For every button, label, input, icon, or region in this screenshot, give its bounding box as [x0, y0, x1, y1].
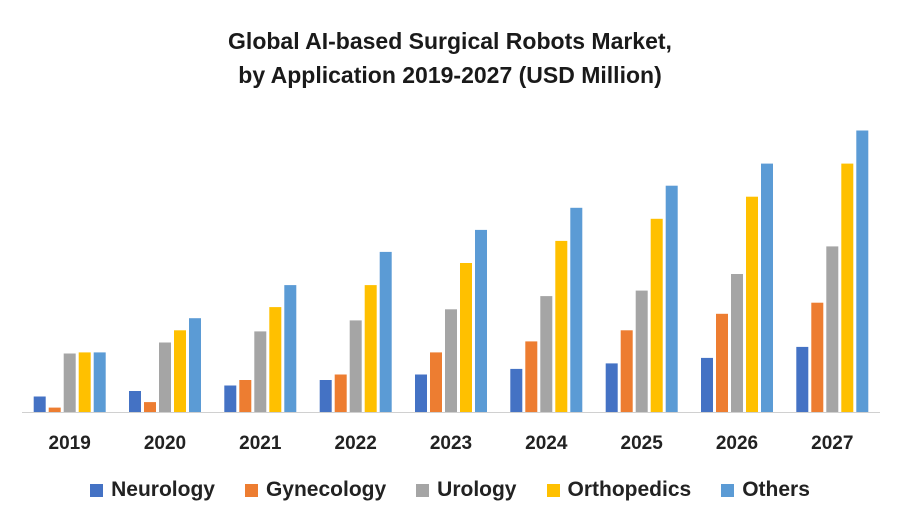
bar-neurology-2024 — [510, 368, 523, 412]
bar-orthopedics-2024 — [555, 240, 568, 412]
bar-orthopedics-2021 — [269, 307, 282, 412]
x-tick-2022: 2022 — [335, 433, 377, 454]
legend-swatch-others — [721, 483, 735, 497]
bar-neurology-2020 — [129, 391, 141, 412]
legend-swatch-neurology — [90, 483, 104, 497]
bar-others-2022 — [379, 251, 392, 412]
legend: Neurology Gynecology Urology Orthopedics Oth… — [0, 478, 900, 502]
x-tick-2025: 2025 — [621, 433, 664, 454]
bar-gynecology-2027 — [811, 302, 824, 412]
bar-orthopedics-2019 — [78, 352, 91, 412]
legend-item-neurology: Neurology — [90, 478, 215, 502]
bar-gynecology-2025 — [620, 330, 633, 412]
bar-chart: 2019 2020 2021 2022 2023 2024 2025 2026 2027 — [22, 130, 880, 454]
bar-orthopedics-2027 — [841, 163, 854, 412]
bar-orthopedics-2026 — [746, 196, 758, 412]
chart-title: Global AI-based Surgical Robots Market, … — [0, 24, 900, 92]
bar-gynecology-2023 — [430, 352, 442, 412]
bars-group — [33, 130, 869, 412]
x-tick-labels: 2019 2020 2021 2022 2023 2024 2025 2026 2027 — [49, 433, 854, 454]
bar-others-2026 — [761, 163, 773, 412]
bar-others-2020 — [189, 318, 201, 412]
x-tick-2024: 2024 — [525, 433, 568, 454]
x-tick-2021: 2021 — [239, 433, 282, 454]
bar-neurology-2021 — [224, 385, 237, 412]
bar-urology-2021 — [254, 331, 267, 412]
bar-urology-2024 — [540, 296, 553, 412]
bar-gynecology-2026 — [716, 313, 728, 412]
bar-others-2025 — [665, 185, 678, 412]
bar-neurology-2025 — [605, 363, 618, 412]
bar-neurology-2023 — [415, 374, 427, 412]
legend-label-neurology: Neurology — [111, 478, 215, 501]
chart-title-line-2: by Application 2019-2027 (USD Million) — [238, 62, 662, 88]
legend-item-others: Others — [721, 478, 810, 502]
bar-urology-2022 — [349, 320, 362, 412]
bar-urology-2026 — [731, 274, 743, 412]
legend-label-orthopedics: Orthopedics — [567, 478, 692, 501]
bar-urology-2023 — [445, 309, 457, 412]
bar-others-2024 — [570, 207, 583, 412]
bar-urology-2027 — [826, 246, 839, 412]
legend-label-urology: Urology — [437, 478, 517, 501]
bar-others-2019 — [93, 352, 106, 412]
x-tick-2019: 2019 — [49, 433, 91, 454]
bar-orthopedics-2022 — [364, 285, 377, 412]
chart-title-line-1: Global AI-based Surgical Robots Market, — [228, 28, 672, 54]
bar-gynecology-2019 — [48, 407, 61, 412]
bar-gynecology-2021 — [239, 380, 252, 412]
bar-orthopedics-2025 — [650, 218, 663, 412]
bar-neurology-2022 — [319, 380, 332, 412]
bar-gynecology-2020 — [144, 402, 156, 412]
x-tick-2023: 2023 — [430, 433, 472, 454]
x-tick-2020: 2020 — [144, 433, 186, 454]
bar-neurology-2019 — [33, 396, 46, 412]
legend-swatch-urology — [416, 483, 430, 497]
bar-urology-2019 — [63, 353, 76, 412]
bar-gynecology-2022 — [334, 374, 347, 412]
bar-neurology-2026 — [701, 357, 713, 412]
legend-item-gynecology: Gynecology — [244, 478, 387, 502]
x-tick-2027: 2027 — [811, 433, 853, 454]
bar-others-2027 — [856, 130, 869, 412]
bar-orthopedics-2023 — [460, 263, 472, 412]
legend-swatch-orthopedics — [546, 483, 560, 497]
x-tick-2026: 2026 — [716, 433, 758, 454]
bar-others-2023 — [475, 229, 487, 412]
legend-label-others: Others — [742, 478, 810, 501]
bar-others-2021 — [284, 285, 297, 412]
bar-neurology-2027 — [796, 346, 809, 412]
legend-label-gynecology: Gynecology — [265, 478, 387, 501]
bar-urology-2025 — [635, 290, 648, 412]
legend-item-urology: Urology — [416, 478, 517, 502]
legend-swatch-gynecology — [244, 483, 258, 497]
legend-item-orthopedics: Orthopedics — [546, 478, 692, 502]
bar-orthopedics-2020 — [174, 330, 186, 412]
bar-urology-2020 — [159, 342, 171, 412]
bar-gynecology-2024 — [525, 341, 538, 412]
